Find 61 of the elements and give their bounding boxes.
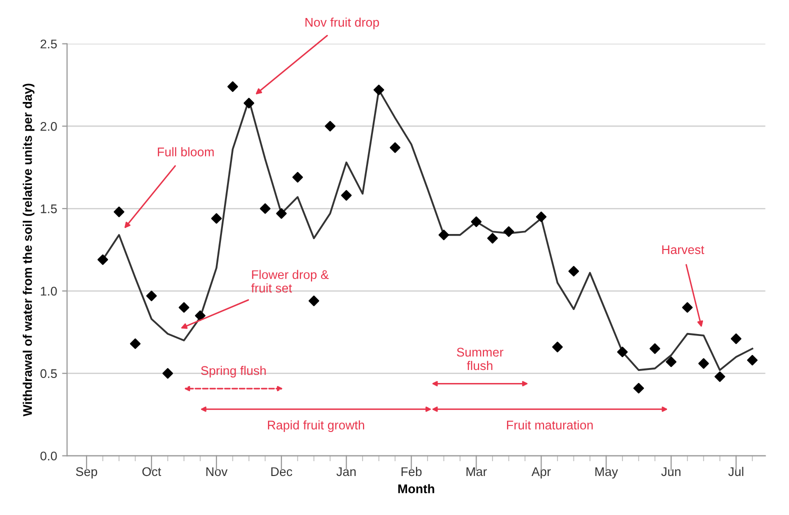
x-tick-label: Nov [206, 467, 228, 476]
point [487, 232, 498, 244]
x-tick-label: Sep [76, 467, 98, 479]
y-tick-label: 2.0 [40, 122, 57, 131]
annotation: Spring flush [201, 366, 266, 378]
point [503, 226, 514, 237]
point [698, 358, 709, 369]
point [324, 120, 336, 132]
y-tick-label: 0.5 [40, 369, 57, 378]
point [211, 213, 222, 224]
annotation: Rapid fruit growth [268, 420, 364, 432]
point [714, 371, 726, 382]
y-tick-label: 2.5 [40, 40, 57, 48]
point [292, 172, 303, 183]
point [178, 302, 190, 313]
point [617, 346, 628, 358]
point [341, 190, 352, 201]
point [276, 208, 287, 219]
annotation: Flower drop & fruit set [251, 270, 329, 293]
x-tick-label: Apr [532, 467, 551, 479]
text: Nov fruit drop [306, 18, 379, 30]
y-tick-label: 0.0 [40, 452, 57, 460]
point [682, 302, 693, 313]
x-axis-title: Month [398, 484, 434, 494]
point [308, 296, 320, 306]
point [747, 354, 758, 366]
point [260, 203, 270, 214]
y-tick-label: 1.5 [40, 204, 57, 214]
annotation: Full bloom [158, 147, 214, 156]
annotation: Fruit maturation [507, 420, 593, 430]
point [244, 98, 254, 108]
annotation: Summer flush [456, 348, 504, 370]
point [568, 266, 580, 276]
point [633, 382, 644, 394]
point [438, 230, 450, 240]
x-tick-label: Feb [402, 466, 422, 476]
point [114, 206, 124, 218]
y-tick-label: 1.0 [40, 286, 57, 296]
x-tick-label: Dec [271, 467, 292, 476]
x-tick-label: May [595, 467, 618, 479]
point [146, 290, 157, 302]
point [470, 216, 482, 228]
x-tick-label: Jul [728, 466, 744, 476]
x-tick-label: Jan [336, 467, 356, 476]
point [666, 356, 676, 368]
point [130, 338, 141, 350]
point [97, 254, 108, 265]
point [374, 84, 384, 96]
y-axis-title: Withdrawal of water from the soil (relative units per day) [22, 84, 34, 416]
x-tick-label: Jun [661, 467, 680, 476]
point [227, 81, 238, 92]
point [162, 368, 174, 379]
point [390, 142, 400, 153]
point [552, 342, 563, 352]
point [730, 333, 742, 344]
point [194, 310, 206, 321]
x-tick-label: Mar [466, 467, 487, 476]
point [650, 343, 660, 354]
point [536, 212, 547, 222]
annotation: Harvest [662, 245, 704, 254]
x-tick-label: Oct [142, 467, 162, 476]
